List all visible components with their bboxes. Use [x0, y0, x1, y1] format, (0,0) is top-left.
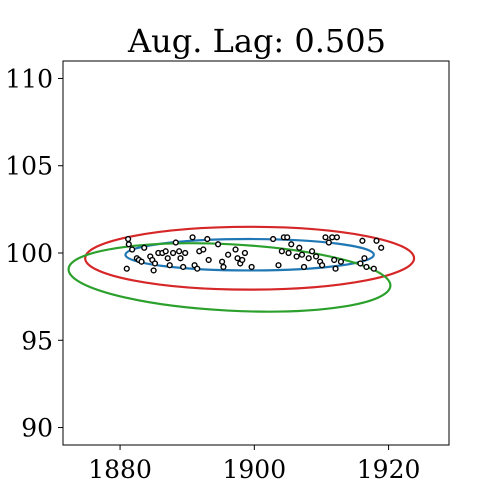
data-point	[359, 237, 366, 244]
ellipses-layer	[67, 225, 416, 313]
data-point	[177, 255, 184, 262]
y-tick-label: 105	[5, 152, 53, 181]
data-point	[284, 234, 291, 241]
data-point	[357, 260, 364, 267]
data-point	[333, 234, 340, 241]
data-point	[214, 241, 222, 248]
data-point	[332, 265, 339, 272]
y-axis: 90 95 100 105 110	[5, 64, 63, 443]
x-axis: 1880 1900 1920	[88, 445, 420, 484]
data-point	[378, 244, 385, 251]
data-point	[319, 262, 326, 269]
data-point	[305, 255, 312, 262]
confidence-ellipse-1	[124, 237, 375, 272]
y-tick-label: 95	[21, 326, 53, 355]
data-point	[129, 246, 136, 253]
data-point	[241, 249, 249, 257]
data-point	[162, 248, 169, 255]
data-point	[232, 246, 239, 253]
data-point	[239, 256, 246, 264]
data-point	[278, 248, 285, 255]
points-layer	[123, 234, 385, 274]
data-point	[182, 249, 189, 257]
x-tick-label: 1880	[88, 455, 152, 484]
data-point	[325, 239, 332, 246]
confidence-ellipse-2	[84, 225, 416, 291]
data-point	[218, 258, 226, 265]
data-point	[172, 239, 179, 246]
data-point	[151, 260, 159, 267]
data-point	[248, 263, 255, 271]
plot-area	[62, 60, 450, 446]
data-point	[300, 263, 308, 271]
y-tick-label: 90	[21, 414, 53, 443]
data-point	[293, 253, 300, 260]
chart-title: Aug. Lag: 0.505	[127, 22, 386, 60]
data-point	[164, 255, 171, 262]
data-point	[123, 265, 130, 272]
data-point	[298, 251, 306, 258]
y-tick-label: 100	[5, 239, 53, 268]
data-point	[270, 235, 277, 243]
data-point	[125, 241, 132, 248]
data-point	[150, 267, 157, 274]
data-point	[225, 251, 232, 258]
data-point	[308, 248, 316, 255]
data-point	[169, 249, 177, 257]
x-tick-label: 1900	[223, 455, 287, 484]
data-point	[205, 256, 212, 264]
data-point	[337, 258, 345, 265]
data-point	[331, 256, 338, 264]
data-point	[204, 235, 211, 243]
data-point	[138, 258, 145, 265]
x-tick-label: 1920	[357, 455, 421, 484]
data-point	[275, 262, 282, 269]
data-point	[141, 244, 148, 251]
data-point	[322, 234, 329, 241]
data-point	[125, 235, 132, 243]
data-point	[363, 263, 370, 271]
data-point	[220, 263, 227, 271]
data-point	[288, 241, 295, 248]
data-point	[194, 265, 201, 272]
data-point	[361, 255, 368, 262]
data-point	[373, 237, 380, 244]
data-point	[189, 234, 196, 241]
data-point	[285, 249, 292, 257]
confidence-ellipse-3	[67, 242, 392, 313]
data-point	[200, 246, 207, 253]
data-point	[296, 244, 303, 251]
data-point	[166, 262, 173, 269]
data-point	[180, 263, 187, 271]
data-point	[312, 253, 320, 260]
y-tick-label: 110	[5, 64, 53, 93]
data-point	[370, 265, 377, 272]
data-point	[176, 248, 183, 255]
